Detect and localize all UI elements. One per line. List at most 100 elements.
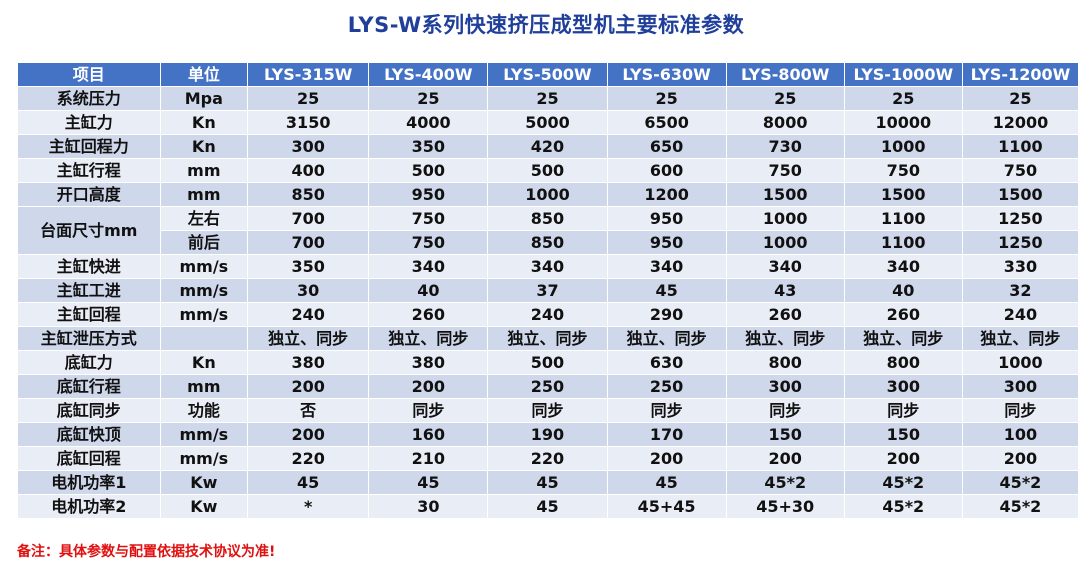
- row-unit: mm/s: [159, 422, 249, 447]
- row-unit: Kn: [159, 134, 249, 159]
- table-row: 底缸回程 mm/s 220 210 220 200 200 200 200: [17, 446, 1080, 471]
- cell: 750: [961, 158, 1080, 183]
- cell: 独立、同步: [961, 326, 1080, 351]
- row-label: 主缸快进: [17, 254, 161, 279]
- cell: 同步: [487, 398, 608, 423]
- cell: 200: [247, 374, 370, 399]
- cell: 350: [247, 254, 370, 279]
- cell: 独立、同步: [843, 326, 963, 351]
- row-unit: mm: [159, 182, 249, 207]
- cell: 100: [961, 422, 1080, 447]
- cell: 850: [487, 230, 608, 255]
- cell: 600: [606, 158, 727, 183]
- row-unit: Kn: [159, 110, 249, 135]
- cell: 45: [487, 494, 608, 519]
- header-model: LYS-1000W: [843, 62, 963, 87]
- cell: 500: [368, 158, 489, 183]
- footnote: 备注：具体参数与配置依据技术协议为准!: [17, 544, 276, 560]
- header-item: 项目: [17, 62, 161, 87]
- row-unit: mm/s: [159, 254, 249, 279]
- cell: 8000: [725, 110, 845, 135]
- table-row: 主缸行程 mm 400 500 500 600 750 750 750: [17, 158, 1080, 183]
- cell: 40: [368, 278, 489, 303]
- cell: 25: [961, 86, 1080, 111]
- cell: 950: [368, 182, 489, 207]
- cell: 150: [725, 422, 845, 447]
- table-row: 主缸回程 mm/s 240 260 240 290 260 260 240: [17, 302, 1080, 327]
- cell: 45+30: [725, 494, 845, 519]
- cell: 1500: [961, 182, 1080, 207]
- cell: 200: [961, 446, 1080, 471]
- cell: 3150: [247, 110, 370, 135]
- cell: 750: [368, 206, 489, 231]
- cell: 独立、同步: [368, 326, 489, 351]
- cell: 340: [606, 254, 727, 279]
- row-label: 底缸力: [17, 350, 161, 375]
- row-label: 底缸快顶: [17, 422, 161, 447]
- cell: 750: [843, 158, 963, 183]
- table-row: 底缸同步 功能否同步 同步 同步 同步 同步 同步: [17, 398, 1080, 423]
- header-model: LYS-315W: [247, 62, 370, 87]
- cell: 380: [247, 350, 370, 375]
- cell: 250: [487, 374, 608, 399]
- cell: 同步: [843, 398, 963, 423]
- row-label: 主缸行程: [17, 158, 161, 183]
- cell: 12000: [961, 110, 1080, 135]
- row-label: 开口高度: [17, 182, 161, 207]
- cell: 43: [725, 278, 845, 303]
- cell: 同步: [961, 398, 1080, 423]
- row-unit: 左右: [159, 206, 249, 231]
- cell: 420: [487, 134, 608, 159]
- cell: 25: [368, 86, 489, 111]
- cell: 1000: [843, 134, 963, 159]
- cell: 30: [368, 494, 489, 519]
- cell: 750: [725, 158, 845, 183]
- row-unit: mm/s: [159, 302, 249, 327]
- cell: 800: [725, 350, 845, 375]
- cell: 1500: [843, 182, 963, 207]
- cell: 750: [368, 230, 489, 255]
- table-row: 主缸工进 mm/s 30 40 37 45 43 40 32: [17, 278, 1080, 303]
- header-model: LYS-800W: [725, 62, 845, 87]
- cell: 700: [247, 230, 370, 255]
- cell: 同步: [368, 398, 489, 423]
- cell: 独立、同步: [247, 326, 370, 351]
- cell: 独立、同步: [725, 326, 845, 351]
- header-model: LYS-630W: [606, 62, 727, 87]
- row-label: 主缸泄压方式: [17, 326, 161, 351]
- row-label: 电机功率1: [17, 470, 161, 495]
- row-label: 底缸回程: [17, 446, 161, 471]
- row-unit: Kn: [159, 350, 249, 375]
- cell: 250: [606, 374, 727, 399]
- header-model: LYS-500W: [487, 62, 608, 87]
- cell: 1200: [606, 182, 727, 207]
- cell: 150: [843, 422, 963, 447]
- cell: 800: [843, 350, 963, 375]
- row-label: 系统压力: [17, 86, 161, 111]
- cell: 300: [961, 374, 1080, 399]
- cell: 200: [606, 446, 727, 471]
- table-row: 主缸回程力 Kn 300 350 420 650 730 1000 1100: [17, 134, 1080, 159]
- cell: 300: [725, 374, 845, 399]
- header-model: LYS-400W: [368, 62, 489, 87]
- cell: 1000: [487, 182, 608, 207]
- cell: 700: [247, 206, 370, 231]
- cell: 40: [843, 278, 963, 303]
- table-row: 底缸行程 mm 200 200 250 250 300 300 300: [17, 374, 1080, 399]
- cell: 25: [606, 86, 727, 111]
- cell: 25: [487, 86, 608, 111]
- cell: 30: [247, 278, 370, 303]
- table-row: 前后 700 750 850 950 1000 1100 1250: [18, 230, 1080, 255]
- cell: 650: [606, 134, 727, 159]
- table-row: 电机功率1 Kw 45 45 45 45 45*2 45*2 45*2: [17, 470, 1080, 495]
- cell: 1250: [961, 206, 1080, 231]
- cell: 340: [368, 254, 489, 279]
- cell: 260: [368, 302, 489, 327]
- cell: 200: [843, 446, 963, 471]
- cell: 340: [843, 254, 963, 279]
- cell: 340: [487, 254, 608, 279]
- cell: 25: [843, 86, 963, 111]
- row-unit: Mpa: [159, 86, 249, 111]
- cell: 200: [725, 446, 845, 471]
- row-unit: mm: [159, 158, 249, 183]
